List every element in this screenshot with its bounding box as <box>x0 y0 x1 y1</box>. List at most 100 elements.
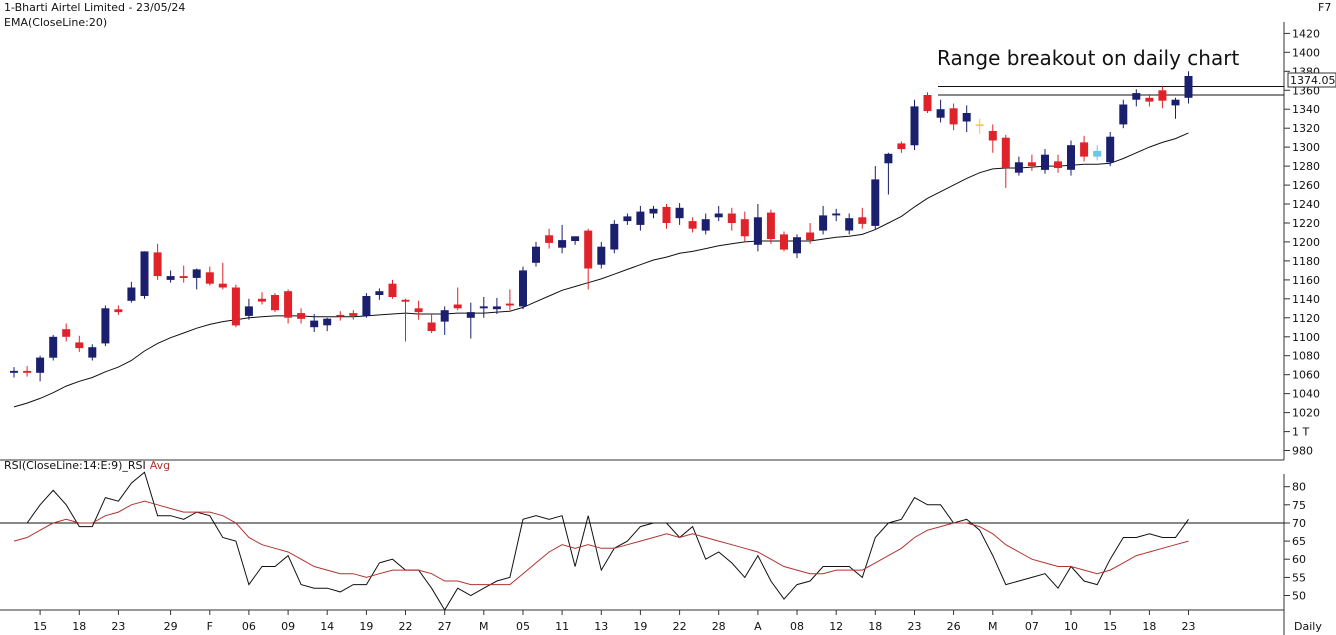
breakout-annotation: Range breakout on daily chart <box>937 46 1239 70</box>
candle <box>1067 140 1075 176</box>
date-tick-label: 15 <box>1103 620 1117 633</box>
candle <box>766 209 775 244</box>
candle-body <box>75 342 84 349</box>
price-tick-label: 1100 <box>1292 331 1320 344</box>
candle <box>558 224 567 254</box>
candle-body <box>375 291 384 295</box>
price-tick-label: 1260 <box>1292 179 1320 192</box>
candle-body <box>584 230 593 269</box>
candle-body <box>140 251 149 296</box>
candle-body <box>49 336 58 358</box>
candle <box>336 311 345 321</box>
price-tick-label: 1360 <box>1292 84 1320 97</box>
candle-body <box>701 219 710 231</box>
candle <box>519 266 527 310</box>
chart-frame <box>0 22 1285 635</box>
candle <box>414 300 423 320</box>
candle-body <box>505 303 514 306</box>
candle-body <box>1001 137 1010 168</box>
date-tick-label: 12 <box>829 620 843 633</box>
candle <box>584 228 593 290</box>
rsi-tick-label: 80 <box>1292 481 1306 494</box>
candle <box>88 344 97 361</box>
candle-body <box>597 246 606 265</box>
candle-body <box>492 306 501 310</box>
date-tick-label: 23 <box>1182 620 1196 633</box>
candle <box>910 99 919 150</box>
candle-body <box>727 213 736 223</box>
price-tick-label: 1300 <box>1292 141 1320 154</box>
price-label-box: 1374.05 <box>1287 72 1336 88</box>
candle-body <box>923 95 932 112</box>
date-tick-label: 27 <box>438 620 452 633</box>
candle <box>727 207 736 231</box>
candle <box>205 266 214 286</box>
candle-body <box>427 322 436 331</box>
date-tick-label: 22 <box>399 620 413 633</box>
candle-body <box>1054 161 1062 168</box>
candle-body <box>1106 136 1115 163</box>
chart-title: 1-Bharti Airtel Limited - 23/05/24 <box>4 1 186 14</box>
date-tick-label: 28 <box>712 620 726 633</box>
candle <box>23 366 32 377</box>
candle-body <box>336 314 345 317</box>
candle <box>610 220 619 254</box>
candle-body <box>649 208 658 214</box>
candle-body <box>414 308 423 313</box>
candle-body <box>88 347 97 358</box>
candle <box>1001 134 1010 188</box>
candle-body <box>571 236 580 241</box>
candle-body <box>479 306 488 309</box>
candles <box>10 71 1193 382</box>
candle <box>492 297 501 314</box>
date-tick-label: A <box>754 620 762 633</box>
ema-series <box>13 132 1189 408</box>
candle-body <box>388 283 397 297</box>
candle-body <box>1184 76 1193 98</box>
date-tick-label: 07 <box>1025 620 1039 633</box>
candle <box>1080 135 1089 162</box>
candle <box>466 302 475 339</box>
candle <box>453 287 462 311</box>
candle-body <box>114 309 123 313</box>
candle <box>192 268 201 290</box>
candle-body <box>884 153 893 164</box>
candle <box>884 152 893 195</box>
candle-body <box>819 215 828 231</box>
candle <box>819 205 828 235</box>
date-tick-label: F <box>207 620 213 633</box>
candle <box>375 288 384 300</box>
date-tick-label: 09 <box>281 620 295 633</box>
candle-body <box>362 296 371 316</box>
candle <box>949 103 958 131</box>
date-tick-label: 06 <box>242 620 256 633</box>
candle <box>388 279 397 299</box>
candle <box>401 298 410 342</box>
rsi-tick-label: 65 <box>1292 535 1306 548</box>
candle-body <box>988 131 997 141</box>
candle-body <box>1119 104 1128 125</box>
candle-body <box>897 143 906 150</box>
price-tick-label: 1220 <box>1292 217 1320 230</box>
candle <box>871 166 880 230</box>
date-tick-label: M <box>479 620 489 633</box>
candle <box>153 243 162 280</box>
date-tick-label: 26 <box>947 620 961 633</box>
date-tick-label: 19 <box>633 620 647 633</box>
candle <box>793 234 801 259</box>
candle <box>140 251 149 299</box>
candle-body <box>766 212 775 240</box>
candle <box>936 99 945 123</box>
candle-body <box>780 234 788 250</box>
candle <box>649 205 658 219</box>
price-tick-label: 1 T <box>1292 426 1309 439</box>
candle <box>1027 154 1036 171</box>
candle <box>1119 99 1128 129</box>
candle <box>1054 154 1062 173</box>
candle <box>284 289 293 324</box>
candle-body <box>218 283 227 288</box>
candle-body <box>623 216 632 222</box>
candle <box>962 105 971 132</box>
date-tick-label: 10 <box>1064 620 1078 633</box>
date-tick-label: 15 <box>33 620 47 633</box>
